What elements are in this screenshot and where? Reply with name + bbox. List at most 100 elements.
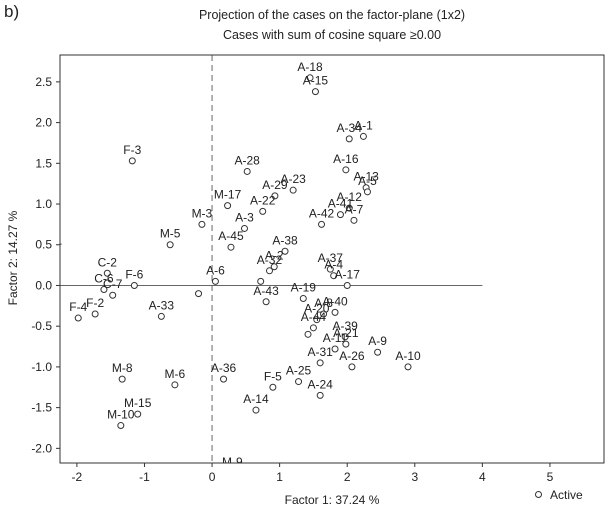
chart-subtitle: Cases with sum of cosine square ≥0.00 <box>222 28 442 42</box>
legend-label: Active <box>550 488 583 502</box>
data-point <box>252 406 260 414</box>
data-point <box>220 375 228 383</box>
data-point <box>299 294 307 302</box>
x-tick-label: 3 <box>411 470 418 484</box>
data-point <box>270 263 278 271</box>
data-point <box>265 267 273 275</box>
data-point <box>198 220 206 228</box>
point-label: A-17 <box>335 267 361 281</box>
x-tick-label: -1 <box>139 470 150 484</box>
point-label: M-3 <box>192 206 213 220</box>
data-point <box>271 192 279 200</box>
point-label: A-32 <box>257 253 283 267</box>
point-label: A-5 <box>358 174 377 188</box>
point-label: A-9 <box>368 334 387 348</box>
data-point <box>91 310 99 318</box>
data-point <box>195 290 203 298</box>
point-label: A-33 <box>149 298 175 312</box>
point-label: A-12 <box>337 190 363 204</box>
data-point <box>331 308 339 316</box>
data-point <box>240 224 248 232</box>
point-label: A-34 <box>337 121 363 135</box>
data-point <box>330 272 338 280</box>
data-point <box>130 281 138 289</box>
data-point <box>311 88 319 96</box>
y-tick-label: -1.0 <box>31 360 52 374</box>
point-label: A-41 <box>328 197 354 211</box>
data-point <box>224 202 232 210</box>
point-label: M-17 <box>214 188 242 202</box>
point-label: F-2 <box>86 296 104 310</box>
data-point <box>243 167 251 175</box>
data-points: A-18A-15A-34A-1A-16A-13A-5A-28A-23A-29A-… <box>44 60 421 476</box>
point-label: A-2 <box>265 249 284 263</box>
data-point <box>313 316 321 324</box>
point-label: A-31 <box>307 345 333 359</box>
point-label: F-1 <box>44 233 62 247</box>
x-tick-label: 1 <box>276 470 283 484</box>
data-point <box>350 216 358 224</box>
data-point <box>281 247 289 255</box>
x-tick-label: 0 <box>209 470 216 484</box>
point-label: A-11 <box>323 331 348 345</box>
data-point <box>336 211 344 219</box>
reference-lines <box>60 55 483 463</box>
point-label: A-10 <box>395 349 421 363</box>
y-axis-ticks: -2.0 -1.5 -1.0 -0.5 0.0 0.5 1.0 1.5 2.0 2.5 <box>31 75 60 455</box>
point-label: A-24 <box>307 377 333 391</box>
point-label: A-15 <box>303 74 329 88</box>
point-label: A-23 <box>280 172 306 186</box>
y-tick-label: -1.5 <box>31 401 52 415</box>
y-tick-label: 1.5 <box>35 156 52 170</box>
point-label: M-6 <box>165 367 186 381</box>
data-point <box>117 422 125 430</box>
point-label: A-6 <box>206 263 225 277</box>
data-point <box>343 281 351 289</box>
data-point <box>118 375 126 383</box>
data-point <box>318 220 326 228</box>
data-point <box>74 314 82 322</box>
point-label: A-22 <box>250 193 276 207</box>
y-tick-label: -2.0 <box>31 441 52 455</box>
data-point <box>100 286 108 294</box>
point-label: A-44 <box>301 310 327 324</box>
point-label: A-45 <box>218 229 244 243</box>
point-label: A-13 <box>353 170 379 184</box>
data-point <box>348 363 356 371</box>
data-point <box>50 173 56 179</box>
point-label: M-10 <box>107 408 135 422</box>
y-tick-label: 0.5 <box>35 238 52 252</box>
point-label: A-8 <box>314 296 333 310</box>
point-label: F-4 <box>69 300 87 314</box>
data-point <box>342 166 350 174</box>
point-label: A-19 <box>291 280 317 294</box>
data-point <box>103 269 111 277</box>
point-label: M-5 <box>160 227 181 241</box>
data-point <box>326 265 334 273</box>
point-label: A-3 <box>235 210 254 224</box>
data-point <box>259 207 267 215</box>
point-label: C-6 <box>94 272 114 286</box>
data-point <box>331 345 339 353</box>
data-point <box>269 383 277 391</box>
point-label: F-6 <box>125 267 143 281</box>
point-label: A-18 <box>297 60 323 74</box>
data-point <box>345 135 353 143</box>
data-point <box>309 324 317 332</box>
y-tick-label: -0.5 <box>31 319 52 333</box>
point-label: A-1 <box>354 118 373 132</box>
point-label: A-38 <box>272 233 298 247</box>
point-label: A-16 <box>333 152 359 166</box>
data-point <box>316 391 324 399</box>
point-label: A-4 <box>324 258 343 272</box>
data-point <box>229 470 235 476</box>
x-tick-label: 4 <box>479 470 486 484</box>
data-point <box>345 204 353 212</box>
data-point <box>128 157 136 165</box>
x-axis-ticks: -2 -1 0 1 2 3 4 5 <box>72 463 554 484</box>
y-tick-label: 2.5 <box>35 75 52 89</box>
x-tick-label: 5 <box>547 470 554 484</box>
point-label: A-14 <box>243 392 269 406</box>
y-tick-label: 2.0 <box>35 116 52 130</box>
